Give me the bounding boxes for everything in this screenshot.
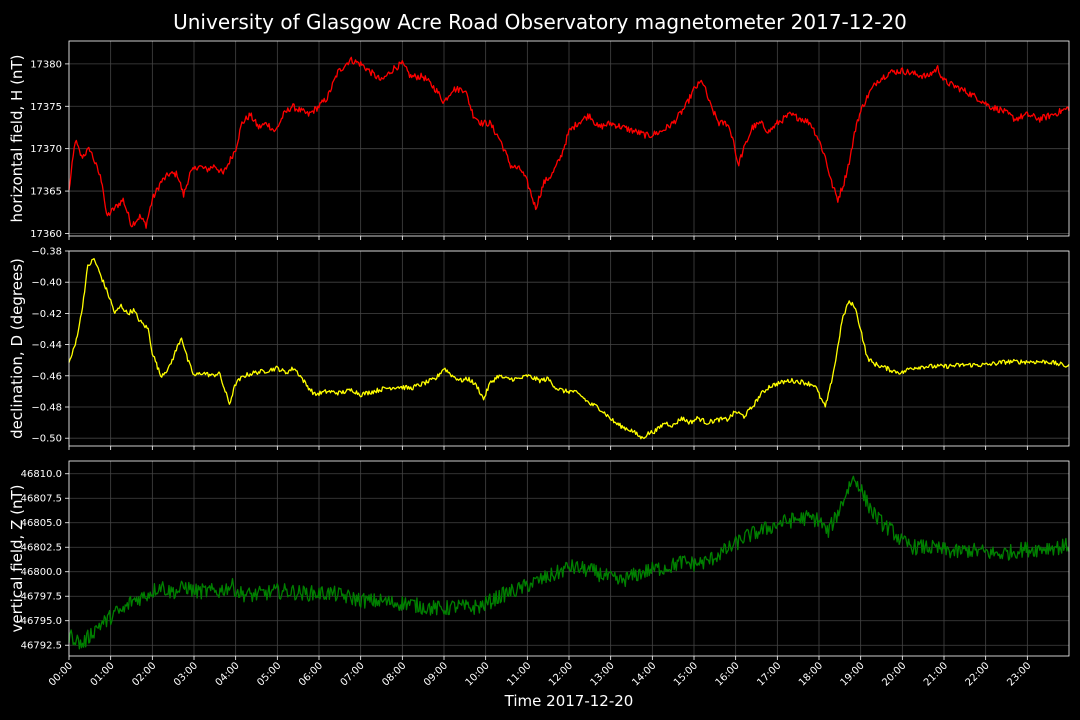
y-tick-label: −0.42 [31,309,62,320]
y-tick-label: −0.48 [31,403,62,414]
y-tick-label: 17360 [30,229,62,240]
panel-2: −0.50 −0.48 −0.46 −0.44 −0.42 −0.40 −0.38 decli… [8,247,1070,450]
axes-frame [68,250,1070,447]
y-tick-label: 46807.5 [21,494,62,505]
series-line [68,475,1070,650]
axes-frame [68,460,1070,657]
y-tick-label: 46805.0 [21,518,62,529]
y-tick-label: 46802.5 [21,543,62,554]
y-tick-label: 46792.5 [21,641,62,652]
y-tick-label: 46797.5 [21,592,62,603]
axes-frame [68,40,1070,237]
y-axis-label: vertical field, Z (nT) [8,484,26,632]
y-axis-label: declination, D (degrees) [8,258,26,439]
y-axis-label: horizontal field, H (nT) [8,55,26,223]
chart-title: University of Glasgow Acre Road Observat… [173,10,907,34]
series-line [68,257,1070,440]
y-tick-label: −0.40 [31,278,62,289]
y-tick-label: 17365 [30,187,62,198]
y-tick-label: 46810.0 [21,469,62,480]
y-tick-label: −0.44 [31,340,62,351]
y-tick-label: 17380 [30,59,62,70]
y-tick-label: 46800.0 [21,567,62,578]
series-line [68,56,1070,229]
x-axis-label: Time 2017-12-20 [504,692,634,710]
y-tick-label: 46795.0 [21,616,62,627]
panel-1: 17360 17365 17370 17375 17380 horizontal fiel… [8,40,1070,240]
y-tick-label: −0.50 [31,434,62,445]
y-tick-label: 17375 [30,102,62,113]
y-tick-label: 17370 [30,144,62,155]
y-tick-label: −0.38 [31,247,62,258]
panel-3: 46792.5 46795.0 46797.5 46800.0 46802.5 46805… [8,460,1070,660]
y-tick-label: −0.46 [31,371,62,382]
